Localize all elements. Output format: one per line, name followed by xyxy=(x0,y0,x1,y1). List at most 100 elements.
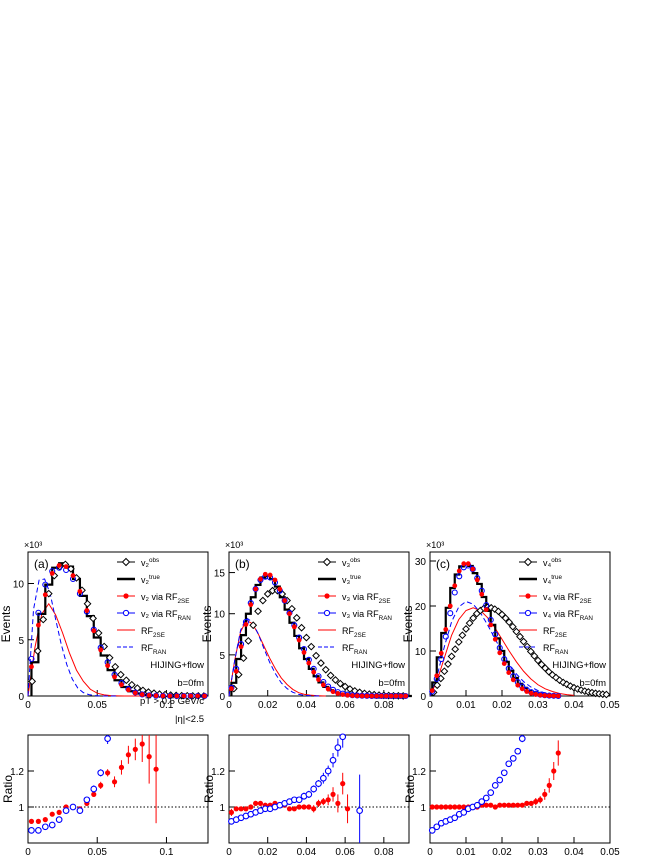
rf2se-point xyxy=(139,692,145,697)
x-tick-label: 0.04 xyxy=(297,847,317,858)
x-tick-label: 0.04 xyxy=(297,700,317,711)
x-tick-label: 0.04 xyxy=(564,847,584,858)
obs-point xyxy=(254,607,262,616)
ratio-rf2se-point xyxy=(49,811,55,817)
rf2se-point xyxy=(272,577,278,583)
ratio-rf2se-point xyxy=(105,770,111,776)
rf2se-point xyxy=(132,690,138,696)
obs-point xyxy=(116,670,125,679)
rf2se-point xyxy=(393,693,399,699)
ratio-rfran-point xyxy=(41,823,49,831)
obs-point xyxy=(83,599,92,608)
ratio-rf2se-point xyxy=(551,768,557,774)
rf2se-point xyxy=(359,693,365,699)
obs-point xyxy=(239,654,248,663)
rf2se-point xyxy=(77,588,83,594)
rf2se-point xyxy=(542,693,548,698)
ratio-rfran-point xyxy=(505,760,513,768)
obs-point xyxy=(444,660,452,668)
legend-marker-blue xyxy=(122,609,130,617)
annotation: HIJING+flow xyxy=(552,660,606,671)
ratio-rf2se-point xyxy=(483,802,489,808)
ratio-rfran-point xyxy=(97,769,105,777)
y-tick-label: 10 xyxy=(13,580,25,591)
rf2se-point xyxy=(345,692,350,698)
series-rfran-line xyxy=(228,617,322,697)
rf2se-point xyxy=(306,660,312,666)
ratio-rfran-point xyxy=(433,823,441,831)
rf2se-point xyxy=(316,677,321,682)
obs-point xyxy=(440,667,449,676)
rf2se-point xyxy=(153,693,159,699)
ratio-rf2se-point xyxy=(311,806,317,812)
y-tick-label: 0 xyxy=(420,692,426,703)
panel-label: (b) xyxy=(235,557,250,571)
ratio-rfran-point xyxy=(491,782,499,789)
rf2se-point xyxy=(383,693,389,699)
rf2se-point xyxy=(551,693,557,699)
rf2se-point xyxy=(340,692,346,698)
ratio-rf2se-point xyxy=(132,746,138,753)
ratio-rf2se-point xyxy=(438,804,444,810)
obs-point xyxy=(465,619,474,628)
obs-point xyxy=(307,642,316,651)
obs-point xyxy=(602,690,611,699)
obs-point xyxy=(263,590,272,598)
ratio-y-tick-label: 1 xyxy=(18,803,24,814)
obs-point xyxy=(501,614,510,623)
x-tick-label: 0.1 xyxy=(160,847,174,858)
ratio-rf2se-point xyxy=(555,750,561,756)
obs-point xyxy=(89,614,97,623)
panel-label: (a) xyxy=(34,557,49,571)
rfran-point xyxy=(496,644,503,651)
ratio-rf2se-point xyxy=(243,806,249,812)
obs-point xyxy=(317,659,325,667)
x-tick-label: 0.02 xyxy=(258,847,278,858)
obs-point xyxy=(331,676,340,684)
ratio-rfran-point xyxy=(55,816,63,823)
legend-marker-red xyxy=(525,593,531,599)
rf2se-point xyxy=(248,602,254,608)
ratio-rf2se-point xyxy=(233,806,239,812)
ratio-rfran-point xyxy=(324,767,332,775)
ratio-rf2se-point xyxy=(111,779,118,785)
legend-label: v₃ via RF2SE xyxy=(342,592,391,605)
ratio-rfran-point xyxy=(315,780,322,787)
panel-c: 0102030000.010.010.020.020.030.030.040.0… xyxy=(401,540,620,860)
ratio-rf2se-point xyxy=(524,800,530,807)
series-rfran-line xyxy=(27,578,118,697)
ratio-rfran-point xyxy=(518,735,526,742)
obs-point xyxy=(326,671,335,680)
rf2se-point xyxy=(262,571,268,577)
annotation: pT > 0.5 GeV/c xyxy=(140,696,204,707)
ratio-y-tick-label: 1 xyxy=(420,803,426,814)
rf2se-point xyxy=(84,608,90,613)
ratio-y-axis-label: Ratio xyxy=(403,775,417,803)
rf2se-point xyxy=(443,627,449,632)
rf2se-point xyxy=(311,669,317,675)
legend-label: v₃true xyxy=(342,574,362,585)
y-tick-label: 15 xyxy=(214,569,226,580)
rf2se-point xyxy=(483,607,489,612)
obs-point xyxy=(530,652,539,660)
rf2se-point xyxy=(42,592,48,598)
obs-point xyxy=(462,625,470,633)
rfran-point xyxy=(492,631,499,638)
obs-point xyxy=(541,664,550,673)
rf2se-point xyxy=(202,693,207,699)
ratio-rf2se-point xyxy=(42,817,48,823)
obs-point xyxy=(451,645,460,654)
x-tick-label: 0.02 xyxy=(492,700,512,711)
ratio-rf2se-point xyxy=(519,802,525,808)
rf2se-point xyxy=(291,624,297,630)
axis-multiplier: ×10³ xyxy=(24,540,42,550)
ratio-rf2se-point xyxy=(35,818,41,825)
ratio-rf2se-point xyxy=(301,804,307,810)
obs-point xyxy=(292,613,301,622)
ratio-y-tick-label: 1 xyxy=(219,803,225,814)
rf2se-point xyxy=(29,664,34,670)
plot-frame xyxy=(429,551,611,697)
ratio-rfran-point xyxy=(329,756,337,764)
ratio-rfran-point xyxy=(28,827,35,834)
y-tick-label: 20 xyxy=(415,602,427,613)
